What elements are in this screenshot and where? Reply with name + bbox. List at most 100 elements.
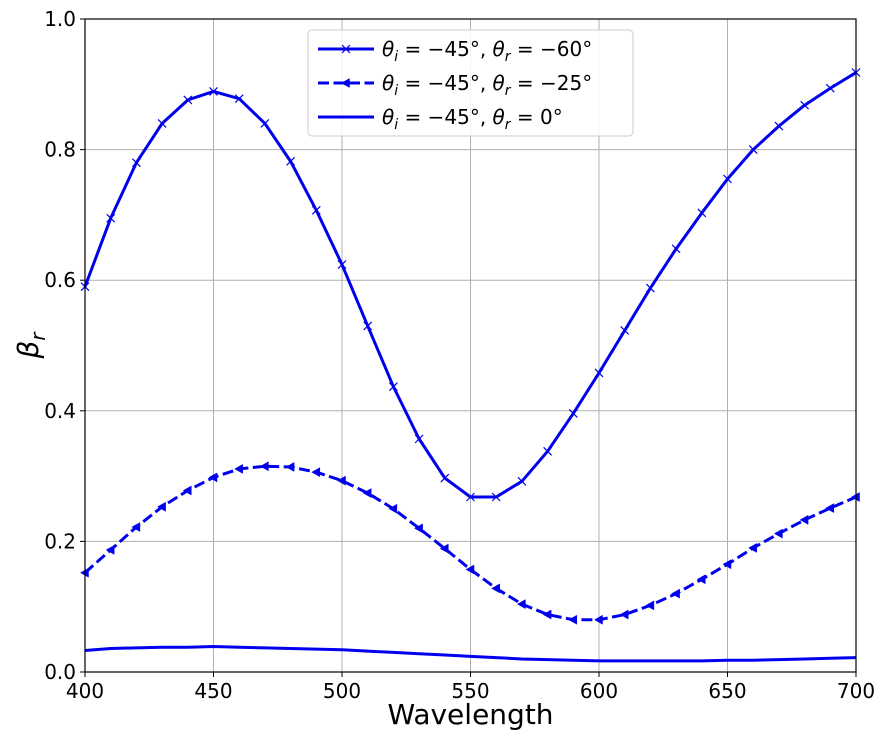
data-point-x-marker	[286, 156, 296, 166]
data-point-x-marker	[748, 145, 758, 155]
x-tick-label: 400	[66, 679, 104, 703]
data-point-x-marker	[774, 121, 784, 131]
data-point-triangle-marker	[105, 544, 115, 555]
data-point-triangle-marker	[671, 588, 680, 599]
y-tick-label: 0.8	[44, 138, 76, 162]
legend-label-part: r	[505, 49, 512, 65]
data-point-x-marker	[183, 95, 193, 105]
legend-label-part: θ	[493, 37, 505, 61]
legend-label-part: = 0°	[511, 105, 563, 129]
data-point-x-marker	[697, 208, 707, 218]
x-tick-label: 700	[837, 679, 875, 703]
data-point-triangle-marker	[491, 583, 500, 594]
series-3	[84, 645, 857, 663]
data-point-triangle-marker	[593, 614, 603, 625]
legend-label-part: i	[394, 117, 398, 133]
data-point-x-marker	[517, 476, 527, 486]
legend-label: θi = −45°, θr = −25°	[382, 71, 592, 99]
data-point-x-marker	[363, 321, 373, 331]
data-point-x-marker	[131, 158, 141, 168]
x-tick-label: 600	[580, 679, 618, 703]
legend-label-part: θ	[382, 71, 394, 95]
data-point-x-marker	[337, 260, 347, 269]
data-point-triangle-marker	[748, 543, 757, 553]
legend-label-part: = −45°,	[398, 105, 492, 129]
y-axis-label-symbol: β	[12, 341, 45, 360]
legend: θi = −45°, θr = −60°θi = −45°, θr = −25°…	[307, 29, 634, 137]
data-point-triangle-marker	[465, 564, 475, 575]
data-point-x-marker	[620, 326, 630, 335]
data-point-triangle-marker	[182, 485, 192, 496]
data-point-triangle-marker	[516, 599, 526, 610]
data-point-triangle-marker	[722, 559, 732, 570]
data-point-triangle-marker	[131, 522, 141, 532]
data-point-x-marker	[594, 368, 604, 378]
data-point-x-marker	[260, 119, 270, 128]
y-tick-label: 0.0	[44, 660, 76, 684]
data-point-x-marker	[209, 87, 218, 96]
data-point-x-marker	[645, 283, 655, 293]
data-point-triangle-marker	[542, 609, 552, 620]
ticks: 400 450 500 550 600 650 700 0.0 0.2 0.4 0.6 0.8 1.0	[44, 7, 875, 703]
data-point-x-marker	[491, 492, 501, 502]
legend-label-part: θ	[493, 71, 505, 95]
data-point-triangle-marker	[234, 463, 243, 474]
data-point-triangle-marker	[619, 609, 629, 620]
y-tick-label: 0.4	[44, 399, 76, 423]
legend-label-part: i	[394, 83, 398, 99]
data-point-x-marker	[723, 174, 732, 184]
legend-label-part: θ	[493, 105, 505, 129]
legend-entry: θi = −45°, θr = −25°	[318, 71, 592, 99]
data-point-triangle-marker	[696, 574, 706, 585]
x-tick-label: 650	[708, 679, 746, 703]
data-point-x-marker	[568, 408, 578, 418]
x-tick-label: 450	[194, 679, 232, 703]
legend-label-part: r	[505, 83, 512, 99]
legend-label-part: r	[505, 117, 512, 133]
data-point-triangle-marker	[388, 503, 398, 514]
legend-label-part: = −45°,	[398, 71, 492, 95]
data-point-x-marker	[157, 119, 167, 128]
data-point-x-marker	[440, 473, 450, 483]
data-point-x-marker	[388, 382, 398, 392]
data-point-x-marker	[671, 244, 681, 254]
data-point-x-marker	[311, 205, 321, 215]
legend-label-part: = −45°,	[398, 37, 492, 61]
data-point-triangle-marker	[157, 501, 166, 512]
legend-label-part: θ	[382, 37, 394, 61]
series-line	[84, 645, 857, 663]
data-point-triangle-marker	[414, 523, 423, 534]
data-point-x-marker	[543, 446, 553, 456]
y-axis-label-subscript: r	[26, 331, 50, 341]
legend-label-part: i	[394, 49, 398, 65]
data-point-x-marker	[800, 100, 810, 110]
legend-label-part: = −60°	[511, 37, 593, 61]
legend-entry: θi = −45°, θr = −60°	[318, 37, 592, 65]
x-axis-label: Wavelength	[387, 698, 553, 731]
data-point-triangle-marker	[311, 467, 321, 478]
y-tick-label: 1.0	[44, 7, 76, 31]
data-point-triangle-marker	[439, 543, 449, 554]
data-point-x-marker	[106, 213, 116, 223]
legend-label-part: = −25°	[511, 71, 593, 95]
data-point-triangle-marker	[336, 475, 346, 486]
data-point-x-marker	[414, 434, 424, 444]
data-point-triangle-marker	[259, 461, 269, 472]
x-tick-label: 550	[451, 679, 489, 703]
data-point-triangle-marker	[645, 600, 655, 611]
data-point-x-marker	[341, 44, 351, 54]
data-point-triangle-marker	[773, 528, 783, 539]
data-point-triangle-marker	[568, 614, 578, 625]
data-point-triangle-marker	[340, 78, 350, 88]
x-tick-label: 500	[323, 679, 361, 703]
data-point-x-marker	[234, 94, 244, 104]
data-point-triangle-marker	[285, 462, 295, 472]
data-point-triangle-marker	[825, 503, 835, 514]
y-axis-label: βr	[12, 331, 50, 360]
legend-label-part: θ	[382, 105, 394, 129]
data-point-triangle-marker	[799, 514, 809, 525]
legend-label: θi = −45°, θr = 0°	[382, 105, 563, 133]
legend-entry: θi = −45°, θr = 0°	[318, 105, 563, 133]
data-point-x-marker	[825, 83, 835, 93]
